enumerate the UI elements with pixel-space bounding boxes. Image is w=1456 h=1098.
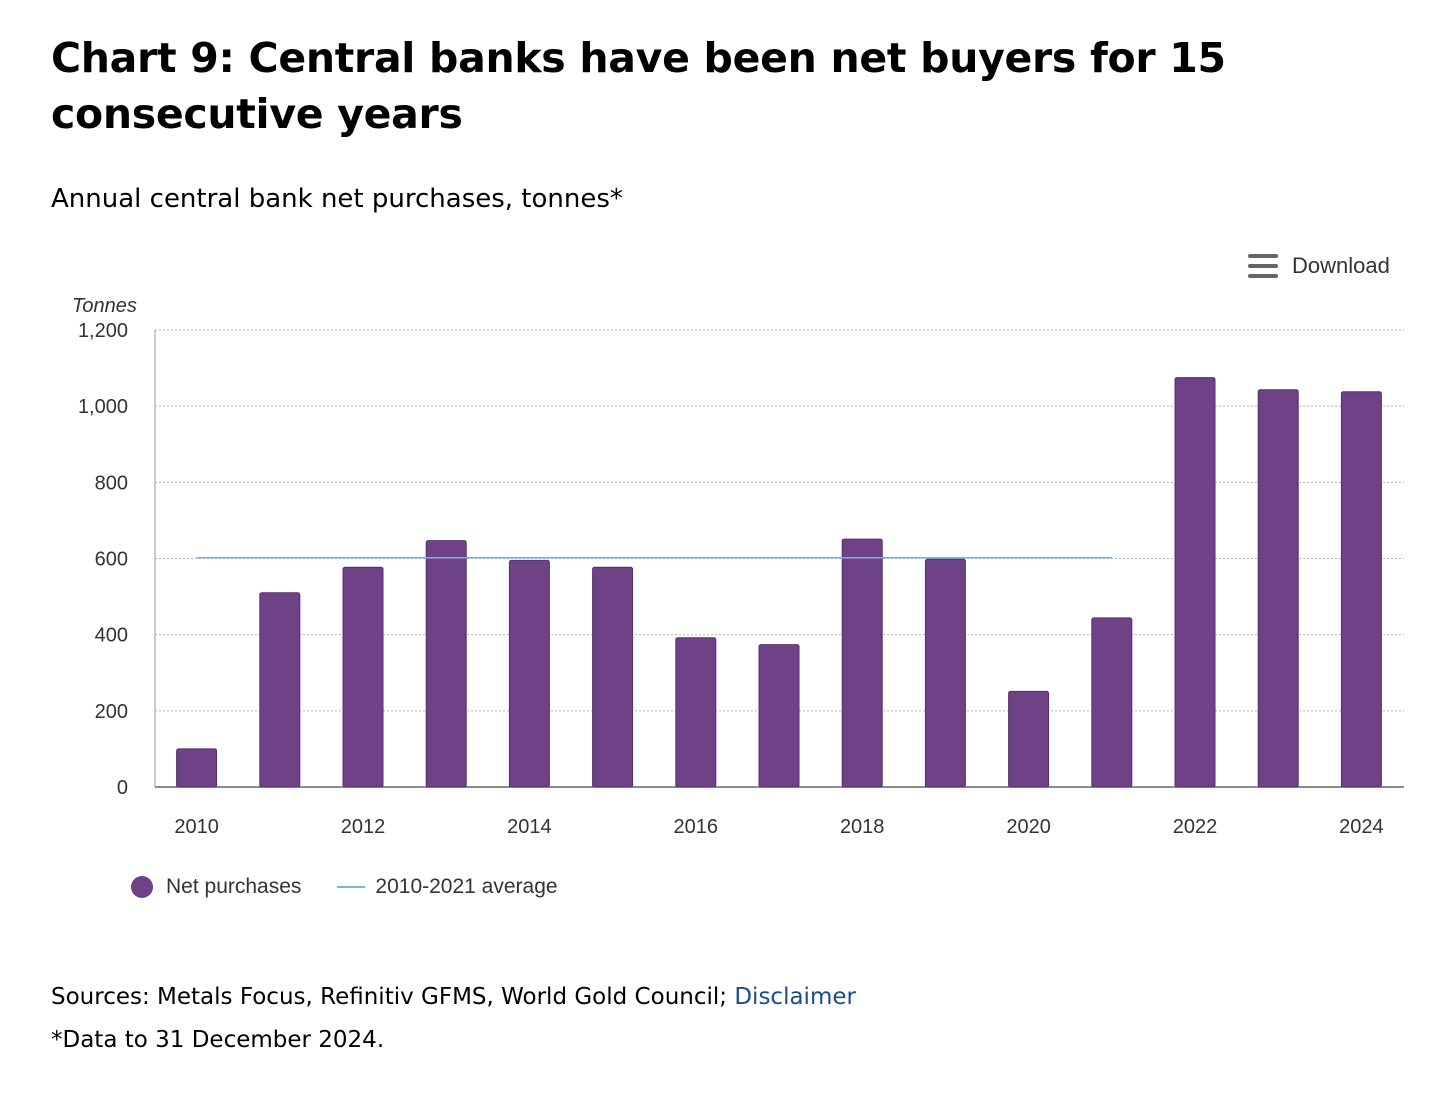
chart-legend: Net purchases 2010-2021 average xyxy=(131,872,594,902)
bar-2020 xyxy=(1008,690,1050,788)
x-tick-label: 2020 xyxy=(1006,816,1051,838)
x-tick-label: 2012 xyxy=(341,816,386,838)
y-tick-label: 1,200 xyxy=(78,320,128,342)
y-tick-label: 600 xyxy=(95,549,128,571)
bar-2021 xyxy=(1091,617,1133,788)
chart-title: Chart 9: Central banks have been net buy… xyxy=(51,34,1226,138)
bar-2013 xyxy=(425,540,467,788)
menu-icon xyxy=(1248,254,1278,278)
sources-note: Sources: Metals Focus, Refinitiv GFMS, W… xyxy=(51,981,856,1013)
download-button[interactable]: Download xyxy=(1248,250,1390,282)
legend-label-net-purchases: Net purchases xyxy=(166,875,302,898)
y-axis-title: Tonnes xyxy=(72,295,137,317)
x-tick-label: 2016 xyxy=(674,816,719,838)
y-tick-label: 400 xyxy=(95,625,128,647)
disclaimer-link[interactable]: Disclaimer xyxy=(734,984,856,1010)
bar-2024 xyxy=(1340,391,1382,788)
bar-2018 xyxy=(841,538,883,788)
x-tick-label: 2022 xyxy=(1173,816,1218,838)
legend-marker-average xyxy=(337,886,366,888)
x-tick-label: 2018 xyxy=(840,816,885,838)
legend-label-average: 2010-2021 average xyxy=(375,875,558,898)
bar-2017 xyxy=(758,644,800,788)
x-tick-label: 2014 xyxy=(507,816,552,838)
bar-2011 xyxy=(259,592,301,788)
bar-2019 xyxy=(924,558,966,788)
legend-item-net-purchases[interactable]: Net purchases xyxy=(131,875,301,899)
y-tick-label: 800 xyxy=(95,472,128,494)
bar-2022 xyxy=(1174,377,1216,788)
bar-2014 xyxy=(508,559,550,788)
legend-marker-net-purchases xyxy=(131,876,153,898)
bar-2010 xyxy=(176,748,218,788)
x-tick-label: 2010 xyxy=(174,816,219,838)
legend-item-average[interactable]: 2010-2021 average xyxy=(337,875,558,899)
y-tick-label: 0 xyxy=(117,777,128,799)
x-tick-label: 2024 xyxy=(1339,816,1384,838)
bar-2012 xyxy=(342,566,384,788)
chart-subtitle: Annual central bank net purchases, tonne… xyxy=(51,184,623,214)
footnote: *Data to 31 December 2024. xyxy=(51,1027,385,1053)
bar-chart: 0 200 400 600 800 1,000 1,200 Tonnes 2010 2012 201… xyxy=(72,295,1404,838)
bar-2016 xyxy=(675,637,717,788)
y-tick-label: 1,000 xyxy=(78,396,128,418)
sources-text: Sources: Metals Focus, Refinitiv GFMS, W… xyxy=(51,984,735,1010)
bar-2015 xyxy=(592,566,634,788)
bar-2023 xyxy=(1257,389,1299,788)
y-tick-label: 200 xyxy=(95,701,128,723)
download-label: Download xyxy=(1292,253,1390,278)
